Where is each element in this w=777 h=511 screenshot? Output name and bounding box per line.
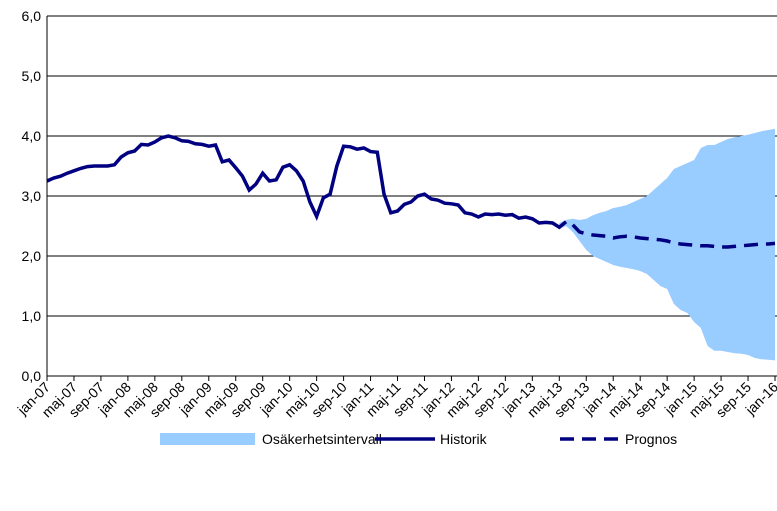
y-tick-label: 6,0 bbox=[22, 8, 42, 24]
y-tick-label: 3,0 bbox=[22, 188, 42, 204]
uncertainty-band bbox=[559, 128, 775, 361]
y-tick-label: 2,0 bbox=[22, 248, 42, 264]
y-tick-label: 5,0 bbox=[22, 68, 42, 84]
legend-swatch bbox=[160, 433, 255, 445]
y-tick-label: 0,0 bbox=[22, 368, 42, 384]
series-line bbox=[46, 134, 568, 230]
legend-label: Prognos bbox=[625, 431, 677, 447]
y-tick-label: 4,0 bbox=[22, 128, 42, 144]
legend-label: Osäkerhetsintervall bbox=[262, 431, 382, 447]
legend-label: Historik bbox=[440, 431, 488, 447]
y-tick-label: 1,0 bbox=[22, 308, 42, 324]
